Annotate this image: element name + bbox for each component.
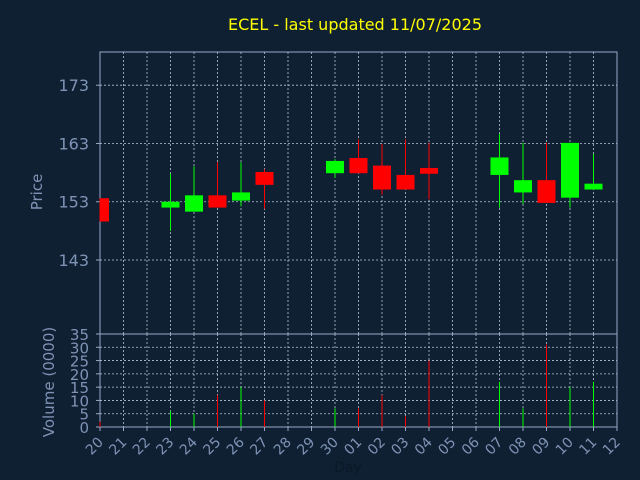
x-tick-label: 07 [482, 435, 506, 459]
volume-tick-label: 10 [70, 392, 89, 410]
x-tick-label: 11 [576, 435, 600, 459]
price-tick-label: 163 [58, 134, 89, 153]
x-tick-label: 29 [294, 435, 318, 459]
x-tick-label: 03 [388, 435, 412, 459]
candle-body [584, 183, 603, 190]
x-tick-label: 30 [318, 435, 342, 459]
x-tick-label: 25 [200, 435, 224, 459]
x-tick-label: 12 [600, 435, 624, 459]
x-tick-label: 08 [506, 435, 530, 459]
chart-title: ECEL - last updated 11/07/2025 [228, 15, 482, 34]
x-tick-label: 02 [365, 435, 389, 459]
x-tick-label: 05 [435, 435, 459, 459]
volume-tick-label: 30 [70, 339, 89, 357]
volume-tick-label: 20 [70, 366, 89, 384]
x-tick-label: 21 [106, 435, 130, 459]
candle-body [514, 180, 532, 193]
volume-tick-label: 15 [70, 379, 89, 397]
x-tick-label: 20 [83, 435, 107, 459]
x-tick-label: 04 [412, 434, 436, 458]
day-axis-label: Day [334, 460, 362, 476]
volume-panel: 20 21 22 23 24 25 26 27 28 29 30 01 02 03 04 05 06 07 08 09… [70, 326, 624, 458]
x-tick-label: 24 [177, 434, 201, 458]
x-tick-label: 28 [271, 435, 295, 459]
x-tick-label: 27 [247, 435, 271, 459]
price-tick-label: 153 [58, 193, 89, 212]
x-tick-label: 10 [553, 435, 577, 459]
volume-tick-label: 25 [70, 353, 89, 371]
volume-tick-label: 5 [79, 406, 89, 424]
x-tick-label: 01 [341, 435, 365, 459]
candle-body [396, 174, 415, 190]
price-tick-label: 173 [58, 76, 89, 95]
volume-tick-label: 0 [79, 419, 89, 437]
x-tick-label: 23 [153, 435, 177, 459]
candle-body [561, 142, 579, 198]
candle-body [208, 195, 227, 208]
candle-body [255, 172, 274, 185]
x-tick-label: 09 [529, 435, 553, 459]
candle-body [373, 165, 391, 190]
candle-body [349, 158, 368, 174]
price-panel: 143 153 163 173 [58, 51, 618, 335]
candle-body [100, 198, 109, 222]
candle-body [490, 157, 509, 175]
candle-body [161, 201, 180, 208]
x-tick-label: 22 [130, 435, 154, 459]
candle-body [185, 195, 203, 212]
price-tick-label: 143 [58, 251, 89, 270]
candle-body [232, 192, 250, 201]
volume-axis-label: Volume (0000) [40, 327, 58, 437]
price-axis-label: Price [28, 174, 46, 211]
candle-body [537, 180, 556, 203]
candle-body [326, 160, 344, 174]
x-tick-label: 26 [224, 434, 248, 458]
volume-tick-label: 35 [70, 326, 89, 344]
x-tick-label: 06 [459, 434, 483, 458]
candle-body [420, 167, 438, 174]
